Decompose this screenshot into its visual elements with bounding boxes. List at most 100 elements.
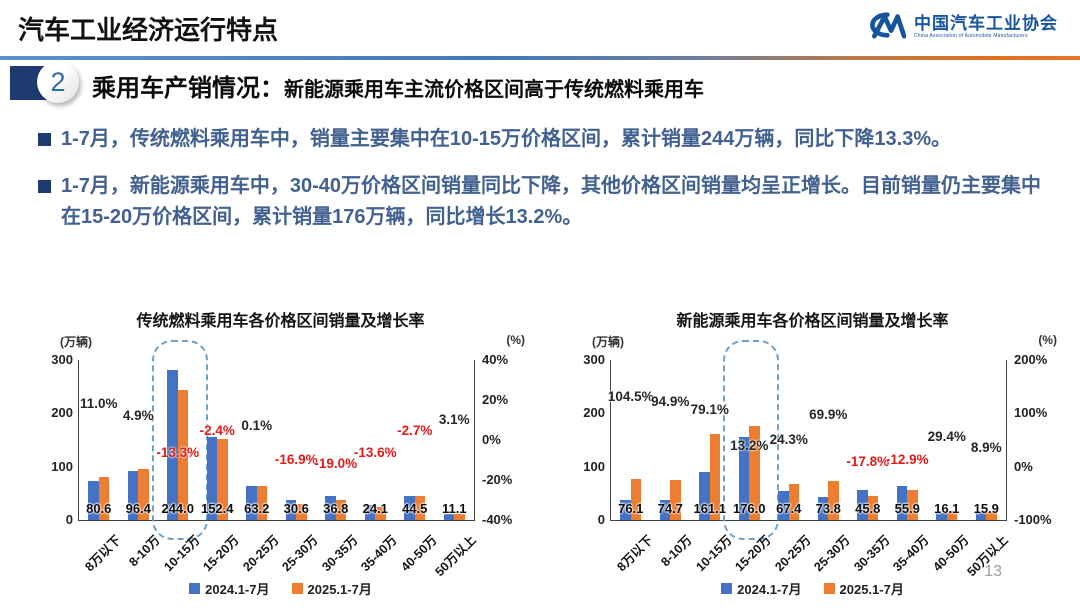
- y-axis-tick-right: -40%: [482, 512, 513, 527]
- org-name-en: China Association of Automobile Manufact…: [914, 33, 1028, 40]
- bar-2024.1-7月-8-10万: [659, 499, 671, 520]
- growth-label: 0.1%: [241, 417, 273, 433]
- x-axis-label: 8万以下: [614, 532, 656, 575]
- legend-item-2024.1-7月: 2024.1-7月: [721, 579, 802, 598]
- growth-label: -13.6%: [353, 445, 397, 461]
- growth-label: -16.9%: [274, 451, 318, 467]
- section-title: 乘用车产销情况：: [92, 75, 284, 102]
- x-axis-label: 35-40万: [358, 532, 400, 575]
- y-axis-tick-left: 0: [65, 512, 73, 527]
- bar-2025.1-7月-15-20万: [217, 438, 228, 520]
- y-axis-tick-left: 200: [583, 405, 605, 421]
- value-label: 96.4: [125, 501, 151, 516]
- growth-label: -12.9%: [885, 451, 929, 467]
- value-label: 244.0: [161, 501, 195, 516]
- bar-2024.1-7月-50万以上: [975, 512, 987, 520]
- value-label: 76.1: [618, 501, 644, 516]
- y-axis-tick-right: 100%: [1014, 405, 1048, 421]
- x-axis-label: 50万以上: [432, 532, 479, 580]
- bar-2024.1-7月-50万以上: [443, 514, 455, 520]
- bar-2024.1-7月-15-20万: [206, 436, 218, 520]
- growth-label: 104.5%: [607, 388, 654, 404]
- x-axis-label: 8万以下: [82, 532, 124, 575]
- bar-2024.1-7月-15-20万: [738, 437, 750, 520]
- value-label: 45.8: [855, 501, 881, 516]
- section-number: 2: [50, 66, 66, 97]
- section-subtitle: 新能源乘用车主流价格区间高于传统燃料乘用车: [284, 79, 704, 101]
- section-number-badge: 2: [37, 61, 79, 103]
- bar-2024.1-7月-25-30万: [285, 500, 297, 520]
- legend-item-2025.1-7月: 2025.1-7月: [823, 579, 904, 598]
- section-heading: 乘用车产销情况：新能源乘用车主流价格区间高于传统燃料乘用车: [92, 68, 704, 103]
- bar-2024.1-7月-40-50万: [404, 495, 415, 520]
- growth-label: 24.3%: [769, 431, 808, 447]
- y-axis-tick-right: 0%: [1014, 458, 1033, 474]
- page-title: 汽车工业经济运行特点: [18, 15, 279, 45]
- plot-area: 300 200 100 0 40% 20% 0% -20% -40% 80.6 96.4 244.0 1…: [51, 340, 512, 579]
- y-left-unit-label: (万辆): [592, 335, 624, 349]
- x-axis-label: 10-15万: [693, 532, 735, 575]
- bar-2024.1-7月-35-40万: [364, 505, 376, 520]
- bar-2024.1-7月-20-25万: [246, 486, 257, 520]
- growth-label: -2.7%: [397, 423, 433, 439]
- value-label: 73.8: [815, 501, 841, 516]
- legend-item-2024.1-7月: 2024.1-7月: [189, 579, 270, 598]
- y-axis-tick-right: 0%: [482, 432, 501, 447]
- caam-logo-icon: [850, 8, 907, 47]
- bullet-square-icon: [38, 133, 51, 146]
- legend-label: 2024.1-7月: [737, 582, 802, 597]
- bar-2025.1-7月-8万以下: [98, 477, 110, 520]
- chart-nev: 新能源乘用车各价格区间销量及增长率 (万辆) (%) 300 200 100 0 200…: [560, 305, 1065, 605]
- bar-2025.1-7月-40-50万: [946, 511, 958, 520]
- bar-2025.1-7月-35-40万: [375, 507, 386, 520]
- value-label: 36.8: [323, 501, 349, 516]
- org-name-cn: 中国汽车工业协会: [914, 14, 1058, 34]
- growth-label: 13.2%: [730, 437, 769, 453]
- x-axis-label: 30-35万: [851, 532, 893, 575]
- value-label: 15.9: [973, 501, 999, 516]
- bar-2024.1-7月-10-15万: [167, 369, 178, 520]
- bar-2024.1-7月-8-10万: [127, 471, 139, 520]
- value-label: 30.6: [283, 501, 309, 516]
- value-label: 67.4: [776, 501, 802, 516]
- bar-2025.1-7月-50万以上: [986, 511, 997, 520]
- legend-swatch-icon: [291, 583, 303, 594]
- value-label: 55.9: [894, 501, 920, 516]
- x-axis-label: 8-10万: [658, 532, 695, 570]
- header-divider: [0, 56, 1080, 60]
- growth-label: -19.0%: [314, 456, 358, 471]
- bullet-list: 1-7月，传统燃料乘用车中，销量主要集中在10-15万价格区间，累计销量244万…: [38, 124, 1050, 249]
- chart-title: 传统燃料乘用车各价格区间销量及增长率: [136, 313, 425, 330]
- y-axis-tick-left: 200: [51, 405, 73, 421]
- bar-2024.1-7月-8万以下: [88, 481, 99, 520]
- growth-label: 8.9%: [970, 439, 1002, 455]
- plot-area: 300 200 100 0 200% 100% 0% -100% 76.1 74.7 161.1 17…: [583, 340, 1052, 579]
- x-axis-label: 30-35万: [319, 532, 361, 575]
- org-logo: 中国汽车工业协会 China Association of Automobile…: [850, 8, 1058, 47]
- legend-label: 2024.1-7月: [205, 582, 270, 597]
- value-label: 152.4: [200, 501, 234, 516]
- bar-2025.1-7月-10-15万: [709, 434, 721, 520]
- x-axis-label: 25-30万: [811, 532, 853, 575]
- value-label: 176.0: [732, 501, 766, 516]
- legend-swatch-icon: [823, 583, 835, 594]
- chart-traditional-fuel: 传统燃料乘用车各价格区间销量及增长率 (万辆) (%) 300 200 100 0 40…: [28, 305, 533, 605]
- bar-2024.1-7月-25-30万: [817, 496, 829, 520]
- y-axis-tick-right: -100%: [1014, 512, 1052, 527]
- value-label: 11.1: [441, 501, 467, 516]
- bar-2025.1-7月-35-40万: [907, 490, 918, 520]
- growth-label: -17.8%: [846, 454, 890, 470]
- bar-2025.1-7月-8-10万: [138, 468, 149, 520]
- value-label: 24.1: [362, 501, 388, 516]
- bullet-text: 1-7月，传统燃料乘用车中，销量主要集中在10-15万价格区间，累计销量244万…: [61, 128, 952, 150]
- y-right-unit-label: (%): [1038, 333, 1057, 347]
- legend-label: 2025.1-7月: [839, 582, 904, 597]
- chart-legend: 2024.1-7月 2025.1-7月: [560, 579, 1065, 598]
- legend-label: 2025.1-7月: [307, 582, 372, 597]
- x-axis-label: 20-25万: [240, 532, 282, 575]
- growth-label: 79.1%: [690, 402, 729, 418]
- bar-2025.1-7月-30-35万: [867, 495, 879, 520]
- y-axis-tick-left: 100: [583, 458, 605, 474]
- bar-2025.1-7月-8万以下: [630, 479, 642, 520]
- y-axis-tick-left: 0: [597, 512, 605, 527]
